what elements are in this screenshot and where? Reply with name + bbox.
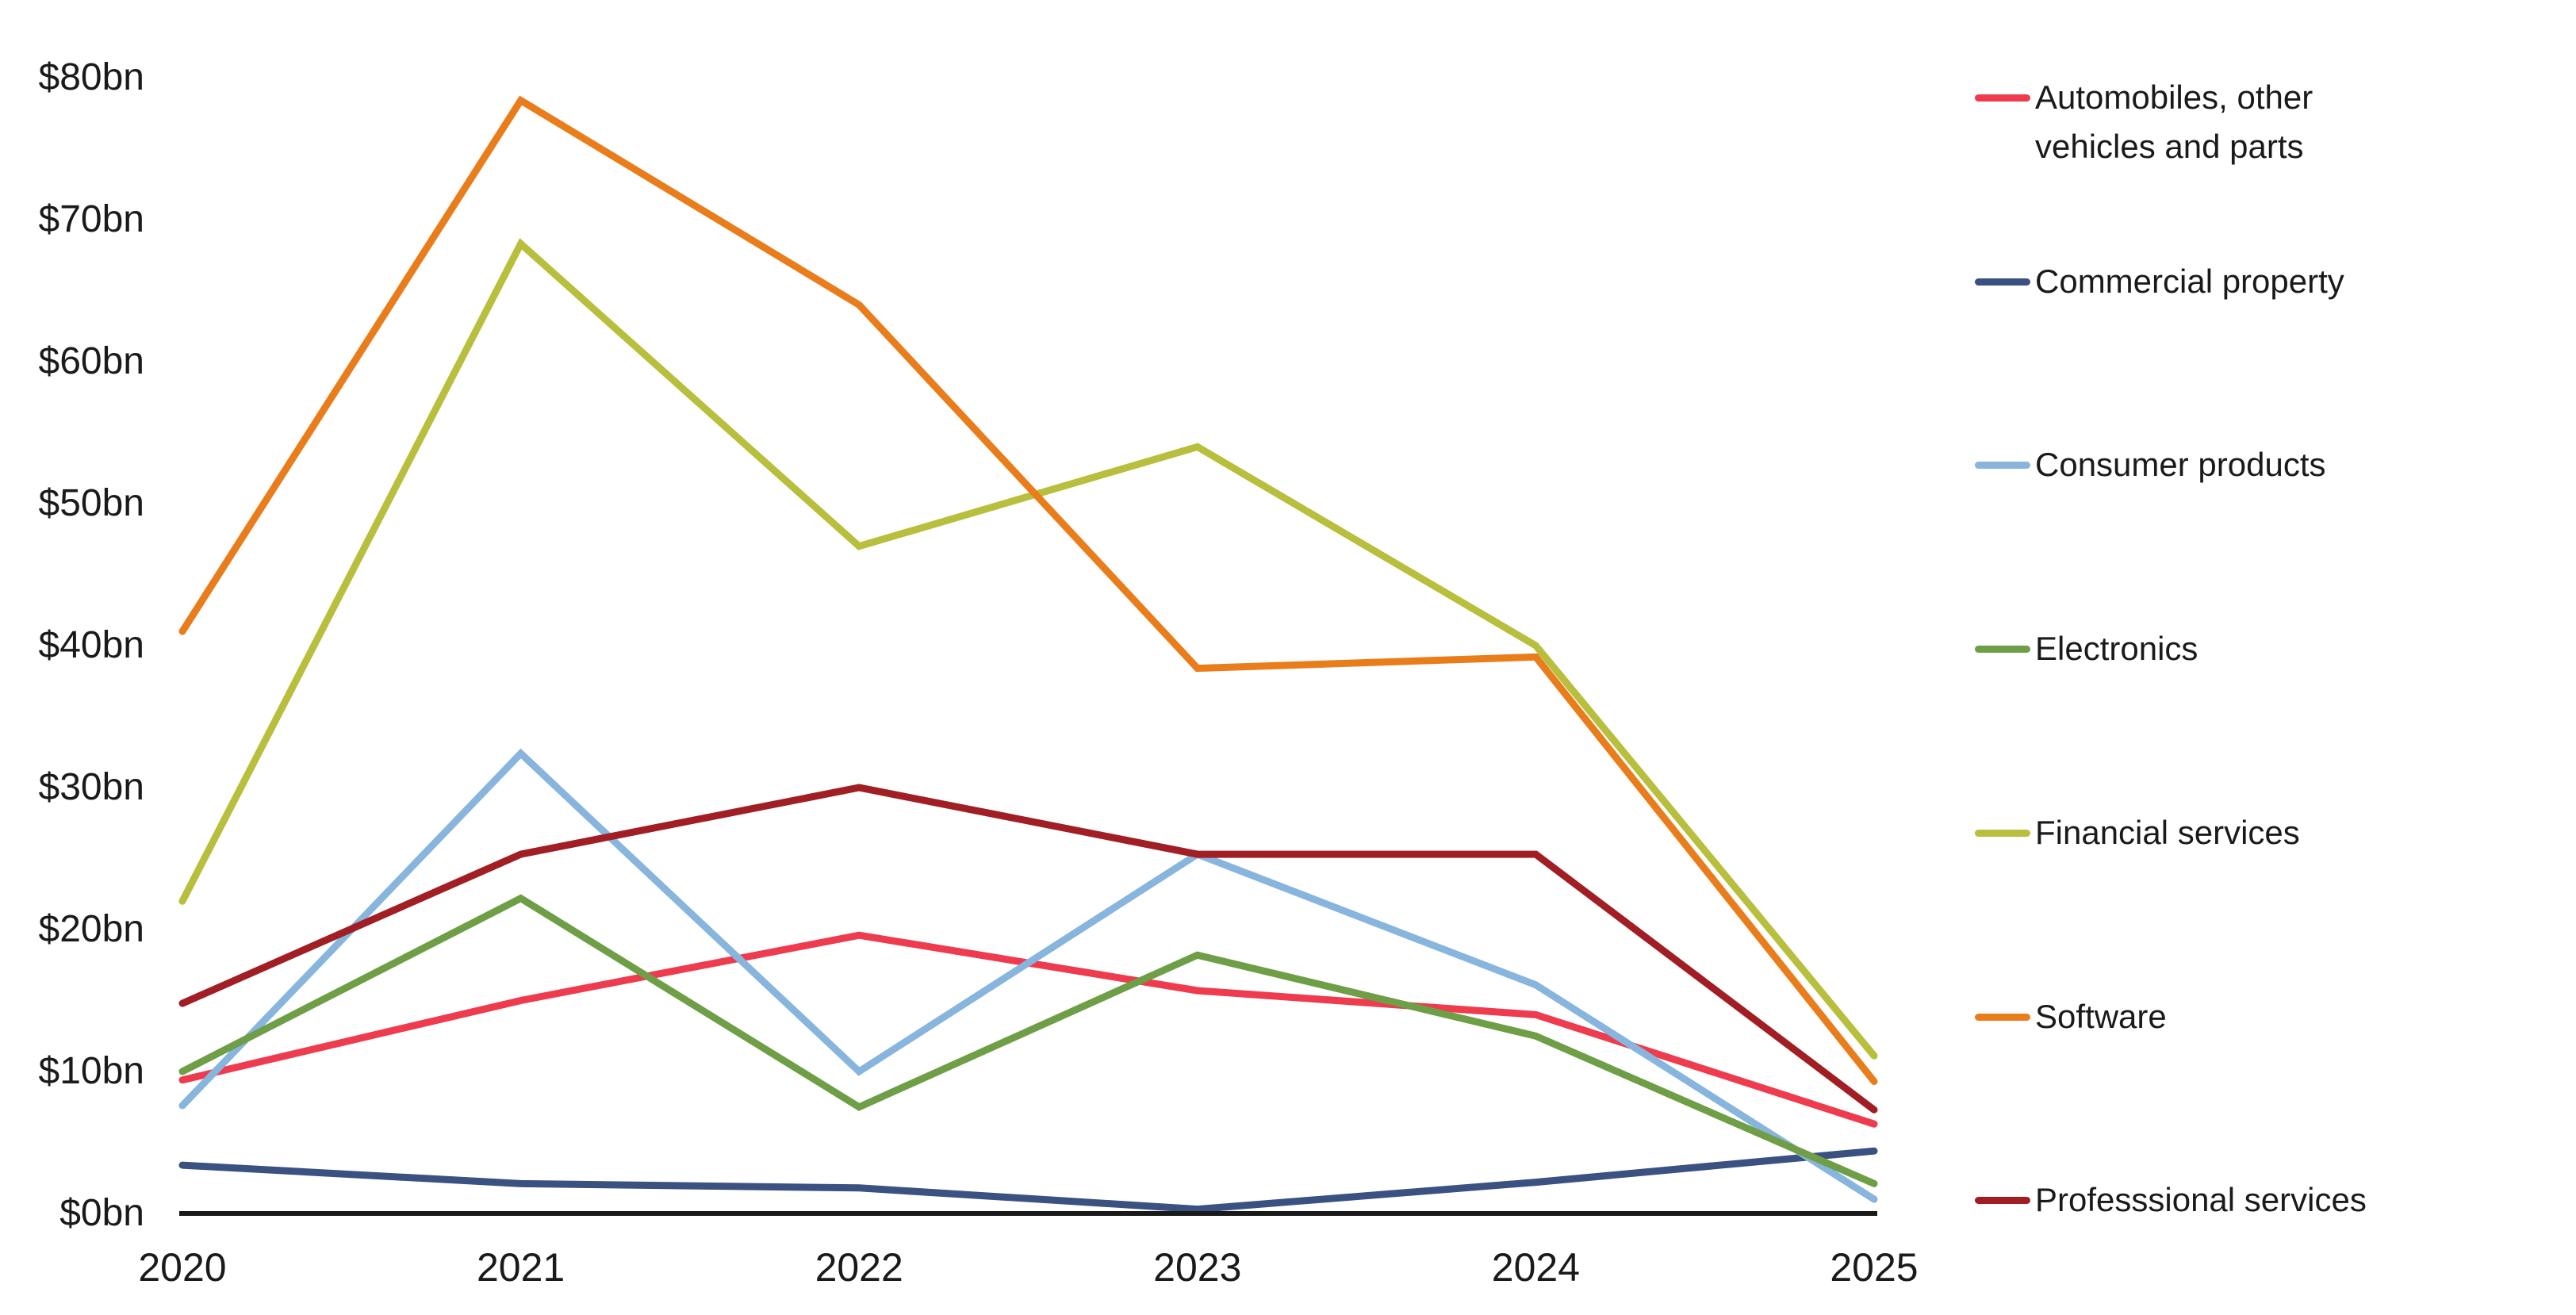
legend-label-consumer-products: Consumer products: [2035, 446, 2326, 484]
x-tick-label-2024: 2024: [1491, 1245, 1580, 1290]
legend-item-automobiles-other-vehicles-and-parts: Automobiles, other vehicles and parts: [1975, 73, 2313, 171]
series-line-electronics: [178, 894, 1878, 1187]
legend-label-electronics: Electronics: [2035, 630, 2198, 668]
series-line-consumer-products: [178, 748, 1878, 1203]
y-tick-label-70: $70bn: [38, 198, 144, 240]
legend-item-electronics: Electronics: [1975, 624, 2198, 673]
y-tick-label-20: $20bn: [38, 908, 144, 950]
y-tick-label-80: $80bn: [38, 56, 144, 98]
legend-label-software: Software: [2035, 997, 2167, 1035]
y-tick-label-60: $60bn: [38, 340, 144, 382]
y-tick-label-30: $30bn: [38, 766, 144, 808]
series-line-financial-services: [178, 238, 1878, 1060]
x-tick-label-2021: 2021: [476, 1245, 565, 1290]
y-tick-label-40: $40bn: [38, 624, 144, 666]
legend-label-commercial-property: Commercial property: [2035, 262, 2344, 300]
legend-swatch-electronics: [1975, 646, 2030, 654]
series-line-software: [178, 95, 1878, 1085]
legend-item-consumer-products: Consumer products: [1975, 440, 2326, 489]
legend-item-professsional-services: Professsional services: [1975, 1175, 2367, 1225]
legend-swatch-financial-services: [1975, 829, 2030, 837]
y-tick-label-10: $10bn: [38, 1050, 144, 1092]
series-line-professsional-services: [178, 784, 1878, 1114]
legend-item-software: Software: [1975, 992, 2167, 1041]
legend-label-financial-services: Financial services: [2035, 813, 2300, 851]
legend-swatch-commercial-property: [1975, 278, 2030, 286]
x-tick-label-2022: 2022: [815, 1245, 903, 1290]
legend-swatch-software: [1975, 1013, 2030, 1021]
x-tick-label-2025: 2025: [1830, 1245, 1919, 1290]
y-tick-label-0: $0bn: [59, 1192, 144, 1234]
legend-label-professsional-services: Professsional services: [2035, 1181, 2367, 1219]
legend-item-financial-services: Financial services: [1975, 808, 2300, 857]
y-tick-label-50: $50bn: [38, 482, 144, 524]
legend-label-automobiles-other-vehicles-and-parts: Automobiles, other vehicles and parts: [2035, 79, 2313, 165]
legend-swatch-consumer-products: [1975, 462, 2030, 470]
legend-swatch-professsional-services: [1975, 1197, 2030, 1205]
legend-item-commercial-property: Commercial property: [1975, 257, 2344, 306]
chart-legend: Automobiles, other vehicles and parts Comm…: [1975, 0, 2576, 1315]
x-tick-label-2023: 2023: [1153, 1245, 1242, 1290]
legend-swatch-automobiles-other-vehicles-and-parts: [1975, 94, 2030, 102]
series-line-commercial-property: [178, 1147, 1878, 1213]
x-tick-label-2020: 2020: [138, 1245, 227, 1290]
